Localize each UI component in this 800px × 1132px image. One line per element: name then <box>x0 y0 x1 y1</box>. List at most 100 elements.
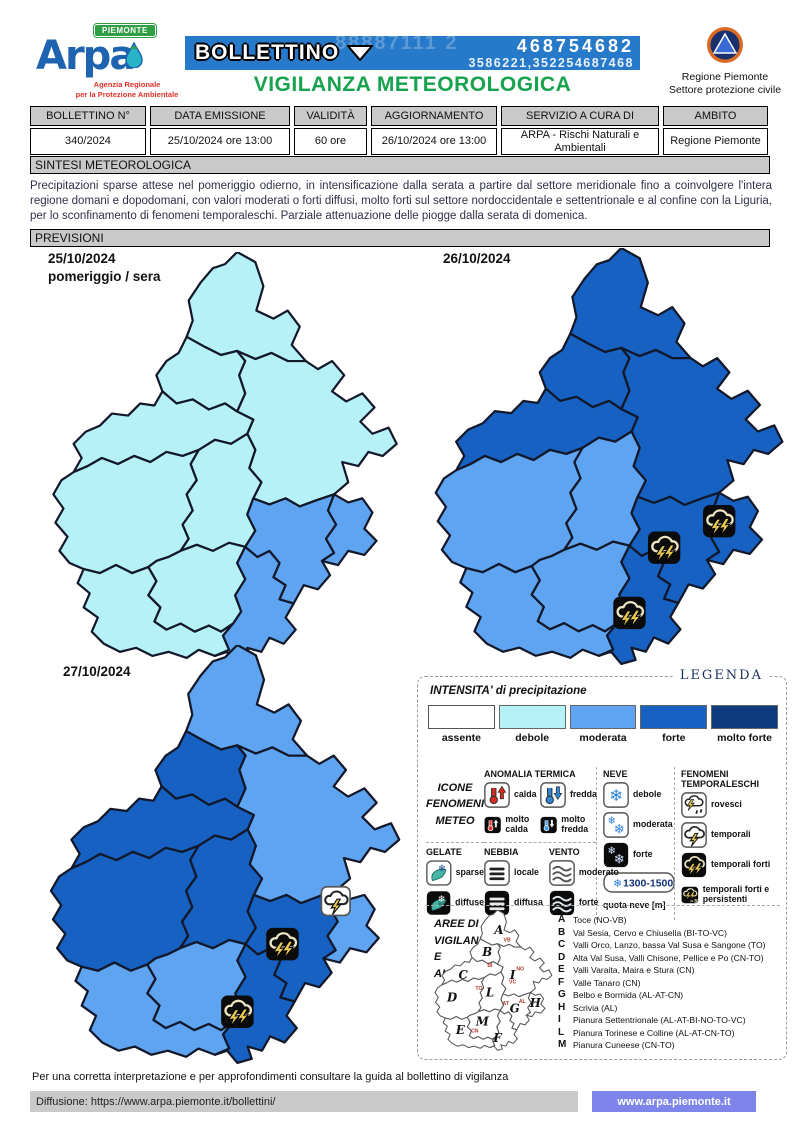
area-item-D: D Alta Val Susa, Valli Chisone, Pellice e… <box>558 951 764 963</box>
svg-text:❄: ❄ <box>609 786 623 805</box>
sintesi-section-title: SINTESI METEOROLOGICA <box>30 156 770 174</box>
arpa-drop-icon <box>125 42 143 68</box>
forecast-map-26-10 <box>420 246 790 666</box>
intensity-level-molto-forte: molto forte <box>711 705 778 744</box>
storm-white-icon <box>681 822 707 848</box>
legend-item-thermo-cold: fredda <box>540 782 597 808</box>
svg-text:L: L <box>485 986 494 1000</box>
map2-date-label: 26/10/2024 <box>443 251 511 266</box>
thermo-cold-icon <box>540 782 566 808</box>
legend-item-thermo-warm: calda <box>484 782 538 808</box>
area-item-E: E Valli Varaita, Maira e Stura (CN) <box>558 964 695 975</box>
svg-text:I: I <box>509 968 516 982</box>
arpa-website-link[interactable]: www.arpa.piemonte.it <box>592 1091 756 1112</box>
svg-text:D: D <box>446 990 458 1004</box>
legend-item-storm-black: temporali forti <box>681 852 780 878</box>
protezione-civile-icon <box>707 27 743 63</box>
table-header-5: AMBITO <box>663 106 768 126</box>
svg-text:M: M <box>475 1015 490 1029</box>
map1-region-E <box>76 563 235 660</box>
area-item-A: A Toce (NO-VB) <box>558 914 627 925</box>
intensity-scale: assente debole moderata forte molto fort… <box>428 705 778 744</box>
svg-text:❄: ❄ <box>607 815 616 827</box>
svg-text:NO: NO <box>516 967 524 973</box>
storm-black-icon-area-F <box>221 995 254 1028</box>
arpa-logo-text: Arpa <box>36 33 136 79</box>
legend-item-frost-dark: ❄ diffuse <box>426 890 484 916</box>
table-value-3: 26/10/2024 ore 13:00 <box>371 128 497 155</box>
table-value-0: 340/2024 <box>30 128 146 155</box>
area-item-L: L Pianura Torinese e Colline (AL-AT-CN-TO… <box>558 1026 735 1038</box>
table-value-5: Regione Piemonte <box>663 128 768 155</box>
map3-region-A <box>185 643 309 757</box>
map1-region-G <box>244 493 338 605</box>
icone-label: ICONE FENOMENI METEO <box>425 781 485 827</box>
svg-text:VB: VB <box>504 938 511 944</box>
storm-black-icon-area-F <box>613 596 646 630</box>
area-item-I: I Pianura Settentrionale (AL-AT-BI-NO-TO-… <box>558 1014 746 1025</box>
legend-item-storm-white: temporali <box>681 822 780 848</box>
aree-mini-map: A B C I D L M G H E F VB BI NO VC TO AT AL CN <box>430 909 554 1056</box>
triangle-down-icon <box>347 45 374 61</box>
arpa-tagline: Agenzia Regionale per la Protezione Ambie… <box>75 80 179 99</box>
map1-region-A <box>185 250 307 363</box>
legend-item-wind-dark: forte <box>549 890 619 916</box>
area-item-C: C Valli Orco, Lanzo, bassa Val Susa e San… <box>558 939 766 950</box>
legend-group-nebbia-vento: NEBBIA locale diffusa VENTO moderato forte <box>484 842 619 920</box>
regione-caption: Regione Piemonte Settore protezione civil… <box>668 71 782 97</box>
intensity-level-assente: assente <box>428 705 495 744</box>
legend-item-snow-weak: ❄ debole <box>603 782 674 808</box>
frost-light-icon: ❄ <box>426 860 452 886</box>
map1-date-label: 25/10/2024 pomeriggio / sera <box>48 251 161 285</box>
wind-dark-icon <box>549 890 574 916</box>
previsioni-section-title: PREVISIONI <box>30 229 770 247</box>
storm-black-icon <box>681 852 707 878</box>
legend-group-temporali: FENOMENI TEMPORALESCHI rovesci temporali t… <box>674 767 780 920</box>
storm-persistent-icon: >3h <box>681 886 699 904</box>
arpa-piemonte-badge: PIEMONTE <box>94 24 156 37</box>
legend-item-snow-moderate: ❄ ❄ moderata <box>603 812 674 838</box>
legend-item-snow-strong: ❄ ❄ forte <box>603 842 674 868</box>
snow-level-badge: ❄ 1300-1500 <box>603 872 675 898</box>
thermo-warm-strong-icon <box>484 816 501 834</box>
table-value-1: 25/10/2024 ore 13:00 <box>150 128 290 155</box>
fog-light-icon <box>484 860 510 886</box>
thermo-cold-strong-icon <box>540 816 557 834</box>
legend-box: LEGENDA INTENSITA' di precipitazione ass… <box>417 668 787 1060</box>
svg-text:G: G <box>510 1001 520 1015</box>
svg-text:E: E <box>455 1023 466 1037</box>
area-item-G: G Belbo e Bormida (AL-AT-CN) <box>558 989 684 1000</box>
table-value-2: 60 ore <box>294 128 367 155</box>
legend-icons-grid: ICONE FENOMENI METEO ANOMALIA TERMICA ca… <box>426 767 780 920</box>
bollettino-banner: 88887111 2 468754682 3586221,35225468746… <box>185 36 640 70</box>
legend-item-storm-persistent: >3htemporali forti e persistenti <box>681 882 780 908</box>
storm-black-icon-area-H <box>703 505 736 538</box>
minimap-region-E <box>442 1016 497 1049</box>
forecast-map-25-10 <box>37 250 405 666</box>
thermo-warm-icon <box>484 782 510 808</box>
interpretation-note: Per una corretta interpretazione e per a… <box>32 1071 509 1083</box>
intensity-level-debole: debole <box>498 705 566 744</box>
legend-item-showers: rovesci <box>681 792 780 818</box>
storm-black-icon-area-G <box>647 531 681 564</box>
legend-item-thermo-warm-strong: molto calda <box>484 812 538 838</box>
legend-item-wind-light: moderato <box>549 860 619 886</box>
aree-section: AREE DIVIGILANZAEALLERTA ABCIDLMGHEFVBBI… <box>426 905 780 1054</box>
banner-digits-top: 468754682 <box>516 36 634 56</box>
svg-text:A: A <box>493 923 503 937</box>
map2-region-E <box>459 562 619 659</box>
area-item-H: H Scrivia (AL) <box>558 1001 618 1013</box>
svg-text:❄: ❄ <box>613 877 622 890</box>
minimap-region-G <box>499 991 532 1031</box>
page-title: VIGILANZA METEOROLOGICA <box>253 73 572 96</box>
diffusione-bar: Diffusione: https://www.arpa.piemonte.it… <box>30 1091 578 1112</box>
snow-moderate-icon: ❄❄ <box>603 812 629 838</box>
svg-text:BI: BI <box>487 963 493 969</box>
svg-text:H: H <box>529 996 542 1010</box>
svg-text:❄: ❄ <box>438 863 446 874</box>
svg-text:❄: ❄ <box>607 845 616 857</box>
svg-text:❄: ❄ <box>438 894 446 905</box>
area-item-F: F Valle Tanaro (CN) <box>558 976 641 988</box>
bollettino-title: BOLLETTINO <box>195 41 374 65</box>
legend-item-fog-dark: diffusa <box>484 890 543 916</box>
